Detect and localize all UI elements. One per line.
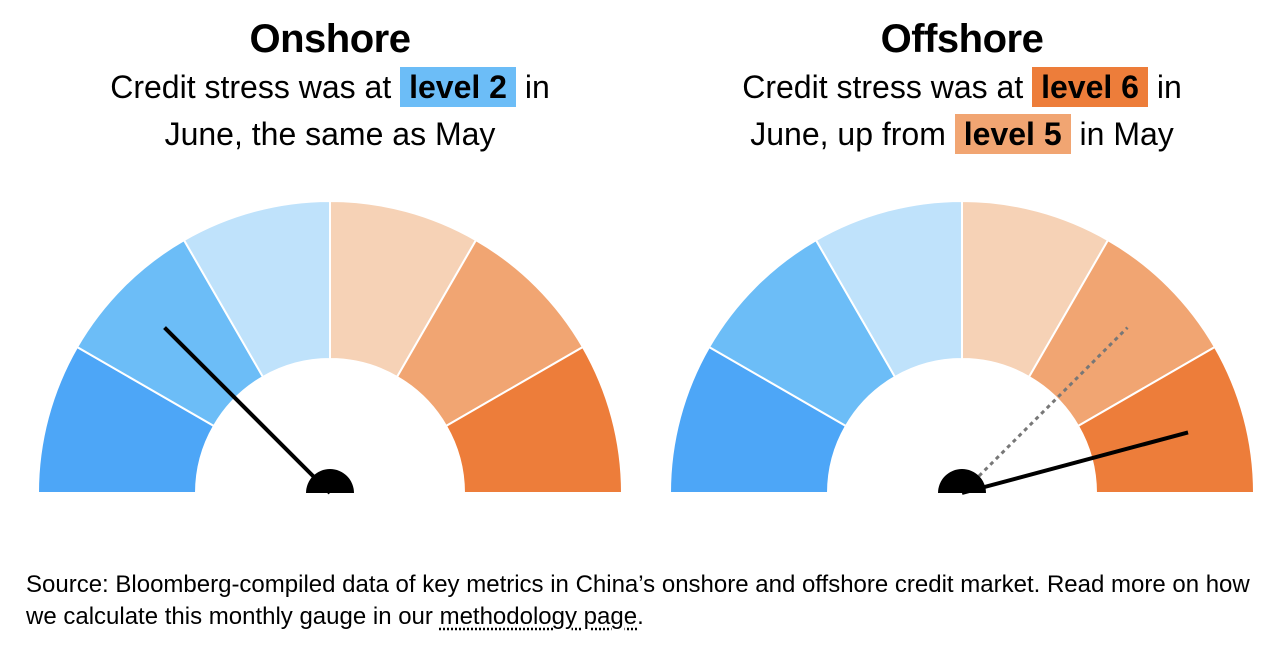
onshore-panel: Onshore Credit stress was at level 2 in … <box>10 0 650 158</box>
onshore-subtitle: Credit stress was at level 2 in June, th… <box>10 64 650 158</box>
onshore-gauge <box>36 199 624 495</box>
offshore-subtitle: Credit stress was at level 6 in June, up… <box>642 64 1282 158</box>
onshore-title: Onshore <box>249 17 411 61</box>
offshore-title: Offshore <box>880 17 1044 61</box>
offshore-previous-level-badge: level 5 <box>954 114 1071 154</box>
onshore-needle-hub <box>306 469 354 493</box>
offshore-subtitle-text-4: in May <box>1070 116 1174 152</box>
methodology-link[interactable]: methodology page <box>439 603 638 630</box>
offshore-subtitle-text-1: Credit stress was at <box>742 69 1033 105</box>
onshore-subtitle-text-3: June, the same as May <box>164 116 496 152</box>
source-text: Source: Bloomberg-compiled data of key m… <box>26 571 1250 630</box>
offshore-panel: Offshore Credit stress was at level 6 in… <box>642 0 1282 158</box>
source-end: . <box>637 603 644 630</box>
offshore-subtitle-text-2: in <box>1147 69 1182 105</box>
offshore-segment-level-6 <box>1076 345 1256 494</box>
onshore-level-badge: level 2 <box>400 67 516 107</box>
onshore-segment-level-6 <box>444 345 624 494</box>
offshore-subtitle-text-3: June, up from <box>750 116 955 152</box>
offshore-gauge <box>668 199 1256 495</box>
offshore-needle <box>961 430 1189 495</box>
offshore-needle-hub <box>938 469 986 493</box>
offshore-previous-needle <box>960 326 1129 495</box>
source-note: Source: Bloomberg-compiled data of key m… <box>26 569 1266 633</box>
onshore-subtitle-text-2: in <box>515 69 550 105</box>
onshore-needle <box>163 326 332 495</box>
onshore-subtitle-text-1: Credit stress was at <box>110 69 401 105</box>
offshore-level-badge: level 6 <box>1032 67 1148 107</box>
